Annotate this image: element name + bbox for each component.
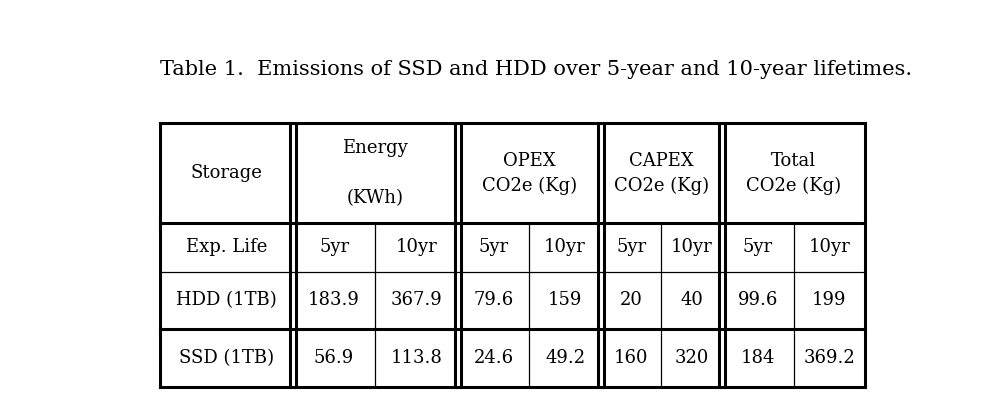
Text: 159: 159 bbox=[548, 292, 582, 309]
Text: 320: 320 bbox=[675, 349, 709, 367]
Text: 49.2: 49.2 bbox=[545, 349, 585, 367]
Text: Total
CO2e (Kg): Total CO2e (Kg) bbox=[746, 151, 841, 195]
Text: 24.6: 24.6 bbox=[474, 349, 514, 367]
Text: 367.9: 367.9 bbox=[391, 292, 442, 309]
Text: OPEX
CO2e (Kg): OPEX CO2e (Kg) bbox=[482, 151, 577, 195]
Text: 369.2: 369.2 bbox=[803, 349, 855, 367]
Text: 113.8: 113.8 bbox=[391, 349, 442, 367]
Text: HDD (1TB): HDD (1TB) bbox=[176, 292, 277, 309]
Text: 20: 20 bbox=[620, 292, 643, 309]
Text: Storage: Storage bbox=[190, 164, 262, 182]
Text: 199: 199 bbox=[812, 292, 847, 309]
Text: 160: 160 bbox=[614, 349, 648, 367]
Text: 79.6: 79.6 bbox=[473, 292, 514, 309]
Text: 10yr: 10yr bbox=[808, 239, 850, 256]
Text: Energy

(KWh): Energy (KWh) bbox=[342, 139, 408, 207]
Text: 5yr: 5yr bbox=[319, 239, 349, 256]
Text: Table 1.  Emissions of SSD and HDD over 5-year and 10-year lifetimes.: Table 1. Emissions of SSD and HDD over 5… bbox=[160, 60, 912, 79]
Text: 5yr: 5yr bbox=[479, 239, 509, 256]
Text: 5yr: 5yr bbox=[743, 239, 773, 256]
Text: 5yr: 5yr bbox=[616, 239, 646, 256]
Text: 99.6: 99.6 bbox=[738, 292, 778, 309]
Text: 184: 184 bbox=[741, 349, 775, 367]
Text: 10yr: 10yr bbox=[396, 239, 437, 256]
Text: CAPEX
CO2e (Kg): CAPEX CO2e (Kg) bbox=[614, 151, 709, 195]
Text: 56.9: 56.9 bbox=[314, 349, 354, 367]
Text: 40: 40 bbox=[680, 292, 703, 309]
Text: 10yr: 10yr bbox=[544, 239, 586, 256]
Text: SSD (1TB): SSD (1TB) bbox=[179, 349, 274, 367]
Text: 183.9: 183.9 bbox=[308, 292, 360, 309]
Text: Exp. Life: Exp. Life bbox=[186, 239, 267, 256]
Text: 10yr: 10yr bbox=[671, 239, 713, 256]
